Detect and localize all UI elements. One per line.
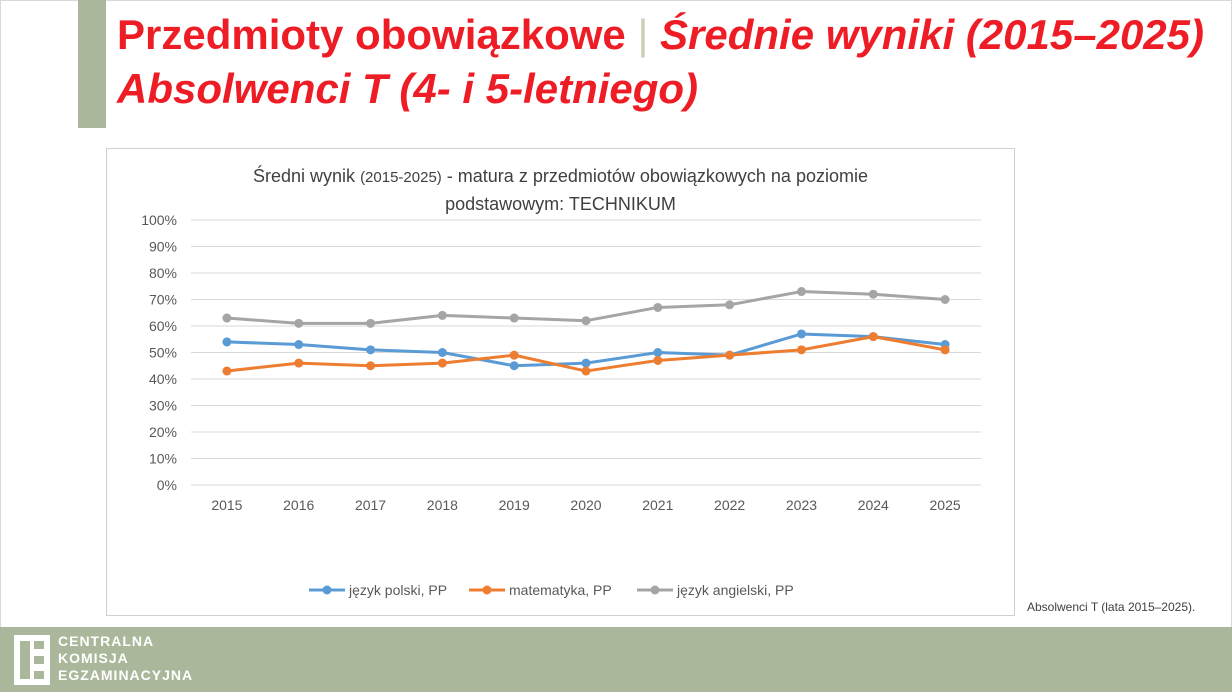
title-separator: |	[637, 11, 649, 58]
y-tick-label: 0%	[157, 477, 177, 493]
y-tick-label: 30%	[149, 398, 177, 414]
data-point	[509, 350, 519, 360]
y-tick-label: 80%	[149, 265, 177, 281]
data-point	[366, 318, 376, 328]
chart-title-years: (2015-2025)	[360, 169, 442, 186]
data-point	[796, 329, 806, 339]
x-tick-label: 2019	[499, 497, 530, 513]
legend-swatch-marker	[322, 585, 332, 595]
data-point	[796, 287, 806, 297]
y-tick-label: 50%	[149, 345, 177, 361]
y-tick-label: 60%	[149, 318, 177, 334]
logo-line-1: CENTRALNA	[58, 633, 155, 649]
line-chart: 0% 10% 20% 30% 40% 50% 60% 70% 80% 90% 100% 2015 201…	[141, 212, 981, 598]
data-point	[222, 366, 232, 376]
legend-label: matematyka, PP	[509, 582, 612, 598]
data-point	[437, 348, 447, 357]
chart-title-line-1: Średni wynik (2015-2025) - matura z prze…	[107, 163, 1014, 191]
title-accent-bar	[78, 0, 106, 128]
data-point	[581, 316, 591, 326]
title-line-2: Absolwenci T (4- i 5-letniego)	[117, 65, 699, 112]
title-line-1: Przedmioty obowiązkowe | Średnie wyniki …	[117, 8, 1204, 62]
data-point	[509, 313, 519, 323]
y-tick-label: 40%	[149, 371, 177, 387]
y-tick-label: 90%	[149, 239, 177, 255]
data-point	[294, 318, 304, 328]
x-tick-label: 2024	[858, 497, 889, 513]
x-tick-label: 2015	[211, 497, 242, 513]
logo-text: CENTRALNA KOMISJA EGZAMINACYJNA	[58, 633, 193, 684]
page-title: Przedmioty obowiązkowe | Średnie wyniki …	[117, 8, 1204, 116]
data-point	[653, 355, 663, 365]
data-point	[437, 310, 447, 320]
title-part-2: Średnie wyniki (2015–2025)	[660, 11, 1205, 58]
x-tick-label: 2023	[786, 497, 817, 513]
data-point	[294, 340, 304, 350]
data-point	[581, 366, 591, 376]
x-tick-label: 2016	[283, 497, 314, 513]
logo-line-3: EGZAMINACYJNA	[58, 667, 194, 683]
x-tick-label: 2017	[355, 497, 386, 513]
chart-title: Średni wynik (2015-2025) - matura z prze…	[107, 163, 1014, 217]
data-point	[653, 348, 663, 357]
x-tick-label: 2021	[642, 497, 673, 513]
y-tick-label: 70%	[149, 292, 177, 308]
data-point	[868, 289, 878, 299]
legend-swatch-marker	[482, 585, 492, 595]
data-point	[294, 358, 304, 368]
data-point	[796, 345, 806, 355]
footnote: Absolwenci T (lata 2015–2025).	[1027, 600, 1196, 614]
x-tick-label: 2025	[930, 497, 961, 513]
chart-title-text-a: Średni wynik	[253, 166, 361, 186]
chart-title-line-2: podstawowym: TECHNIKUM	[445, 194, 676, 214]
legend-label: język angielski, PP	[676, 582, 794, 598]
data-point	[509, 361, 519, 371]
data-point	[437, 358, 447, 368]
data-point	[366, 345, 376, 355]
footer-bar: CENTRALNA KOMISJA EGZAMINACYJNA	[0, 627, 1232, 692]
data-point	[581, 358, 591, 368]
data-point	[725, 300, 735, 310]
chart-frame: Średni wynik (2015-2025) - matura z prze…	[106, 148, 1015, 616]
legend-label: język polski, PP	[348, 582, 447, 598]
x-tick-label: 2022	[714, 497, 745, 513]
y-tick-label: 10%	[149, 451, 177, 467]
logo-line-2: KOMISJA	[58, 650, 129, 666]
x-tick-label: 2020	[570, 497, 601, 513]
data-point	[940, 295, 950, 304]
cke-logo-icon	[14, 635, 50, 685]
data-point	[940, 345, 950, 355]
x-tick-label: 2018	[427, 497, 458, 513]
legend-swatch-marker	[650, 585, 660, 595]
data-point	[366, 361, 376, 371]
data-point	[222, 313, 232, 323]
y-tick-label: 100%	[141, 212, 177, 228]
title-part-1: Przedmioty obowiązkowe	[117, 11, 626, 58]
data-point	[653, 302, 663, 312]
data-point	[868, 332, 878, 342]
data-point	[222, 337, 232, 347]
y-tick-label: 20%	[149, 424, 177, 440]
data-point	[725, 350, 735, 360]
chart-title-text-b: - matura z przedmiotów obowiązkowych na …	[441, 166, 868, 186]
